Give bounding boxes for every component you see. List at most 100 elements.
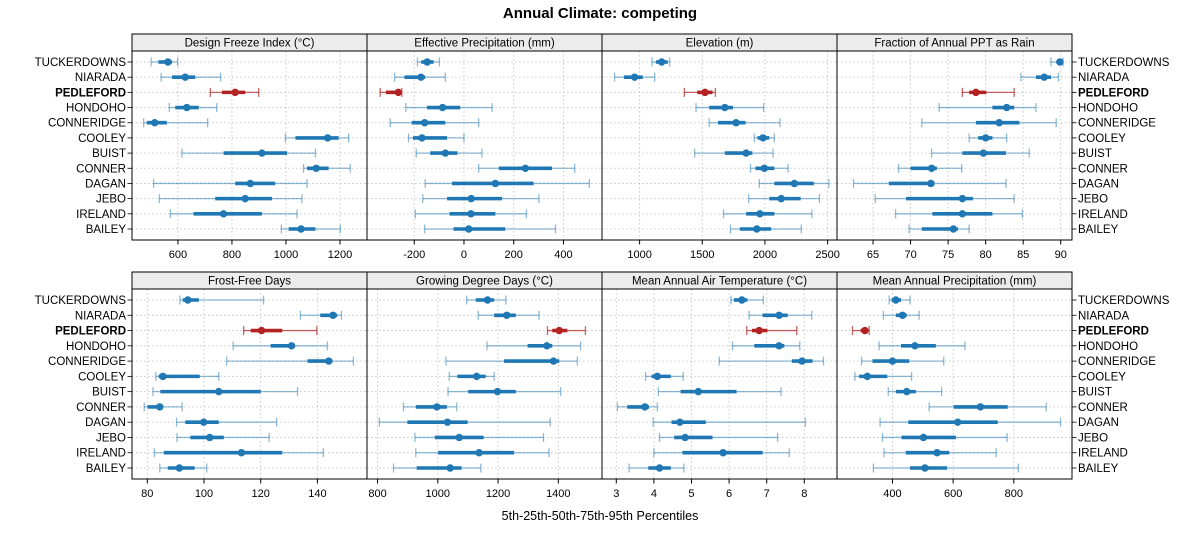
errorbar-buist — [887, 387, 943, 397]
site-label-right: CONNER — [1078, 402, 1128, 414]
errorbar-bailey — [908, 224, 970, 234]
median-dot — [1056, 58, 1064, 66]
chart-title: Annual Climate: competing — [502, 5, 698, 22]
median-dot — [493, 387, 502, 396]
errorbar-buist — [657, 387, 782, 397]
x-tick-label: 1000 — [274, 249, 298, 261]
site-label-left: CONNER — [76, 163, 126, 175]
site-label-right: BUIST — [1078, 387, 1112, 399]
errorbar-dagan — [758, 178, 830, 188]
median-dot — [215, 387, 223, 396]
median-dot — [995, 119, 1003, 127]
median-dot — [863, 372, 872, 381]
site-label-left: IRELAND — [76, 209, 126, 221]
errorbar-pedleford — [379, 87, 403, 97]
site-label-left: BAILEY — [86, 463, 127, 475]
median-dot — [181, 73, 189, 81]
x-tick-label: 200 — [505, 249, 523, 261]
panel-area — [837, 289, 1072, 479]
median-dot — [491, 179, 500, 188]
errorbar-tuckerdowns — [179, 295, 265, 305]
x-tick-label: 80 — [141, 488, 153, 500]
errorbar-dagan — [852, 178, 1007, 188]
errorbar-tuckerdowns — [1050, 57, 1064, 67]
errorbar-cooley — [284, 133, 350, 143]
median-dot — [790, 179, 799, 188]
errorbar-conner — [749, 163, 789, 173]
median-dot — [246, 179, 255, 188]
median-dot — [159, 372, 167, 381]
median-dot — [418, 134, 426, 142]
errorbar-niarada — [299, 310, 343, 320]
errorbar-niarada — [477, 310, 540, 320]
x-tick-label: 65 — [867, 249, 879, 261]
panel-area — [837, 51, 1072, 240]
errorbar-pedleford — [746, 326, 798, 336]
x-tick-label: 90 — [1055, 249, 1067, 261]
errorbar-conneridge — [718, 356, 825, 366]
errorbar-cooley — [854, 371, 913, 381]
median-dot — [681, 433, 689, 442]
median-dot — [467, 210, 475, 218]
site-label-right: DAGAN — [1078, 417, 1119, 429]
errorbar-conneridge — [708, 118, 781, 128]
median-dot — [219, 210, 228, 218]
site-label-left: HONDOHO — [66, 341, 126, 353]
panel-title: Mean Annual Air Temperature (°C) — [632, 276, 807, 288]
errorbar-hondoho — [232, 341, 328, 351]
median-dot — [441, 149, 450, 157]
x-tick-label: 1500 — [690, 249, 714, 261]
errorbar-niarada — [882, 310, 920, 320]
errorbar-jebo — [176, 432, 270, 442]
site-label-left: CONNERIDGE — [48, 118, 126, 130]
panel-0: Design Freeze Index (°C) 600 800 1000 1200 — [127, 33, 368, 261]
site-label-right: BAILEY — [1078, 224, 1119, 236]
errorbar-niarada — [160, 72, 222, 82]
x-tick-label: 1000 — [426, 488, 450, 500]
errorbar-pedleford — [683, 87, 717, 97]
errorbar-tuckerdowns — [416, 57, 441, 67]
median-dot — [443, 418, 452, 426]
series-group — [143, 295, 355, 473]
errorbar-ireland — [169, 209, 298, 219]
median-dot — [423, 58, 431, 66]
x-tick-label: 140 — [308, 488, 326, 500]
errorbar-ireland — [414, 209, 528, 219]
percentiles-caption: 5th-25th-50th-75th-95th Percentiles — [501, 509, 699, 523]
errorbar-conneridge — [389, 118, 480, 128]
site-label-left: CONNERIDGE — [48, 356, 126, 368]
median-dot — [927, 164, 936, 172]
x-tick-label: 400 — [554, 249, 572, 261]
median-dot — [543, 342, 551, 350]
site-label-right: NIARADA — [1078, 72, 1129, 84]
median-dot — [258, 149, 266, 157]
errorbar-ireland — [415, 448, 550, 458]
median-dot — [898, 311, 907, 319]
median-dot — [297, 225, 305, 233]
errorbar-ireland — [883, 448, 997, 458]
errorbar-tuckerdowns — [651, 57, 671, 67]
median-dot — [205, 433, 214, 442]
median-dot — [394, 88, 403, 97]
errorbar-dagan — [879, 417, 1062, 427]
x-tick-label: 120 — [252, 488, 270, 500]
site-label-left: PEDLEFORD — [55, 326, 126, 338]
site-label-right: CONNER — [1078, 163, 1128, 175]
median-dot — [164, 58, 172, 66]
median-dot — [184, 296, 192, 304]
median-dot — [719, 449, 727, 457]
panel-area — [602, 51, 837, 240]
panel-1: Effective Precipitation (mm) -200 0 200 400 — [366, 33, 603, 261]
median-dot — [701, 88, 709, 97]
errorbar-bailey — [729, 224, 802, 234]
median-dot — [676, 418, 684, 426]
errorbar-cooley — [407, 133, 465, 143]
errorbar-ireland — [722, 209, 813, 219]
site-label-left: BAILEY — [86, 224, 127, 236]
errorbar-buist — [930, 148, 1030, 158]
errorbar-cooley — [155, 371, 220, 381]
panel-4: Frost-Free Days 80 100 120 140 — [127, 271, 368, 500]
x-tick-label: 85 — [1017, 249, 1029, 261]
